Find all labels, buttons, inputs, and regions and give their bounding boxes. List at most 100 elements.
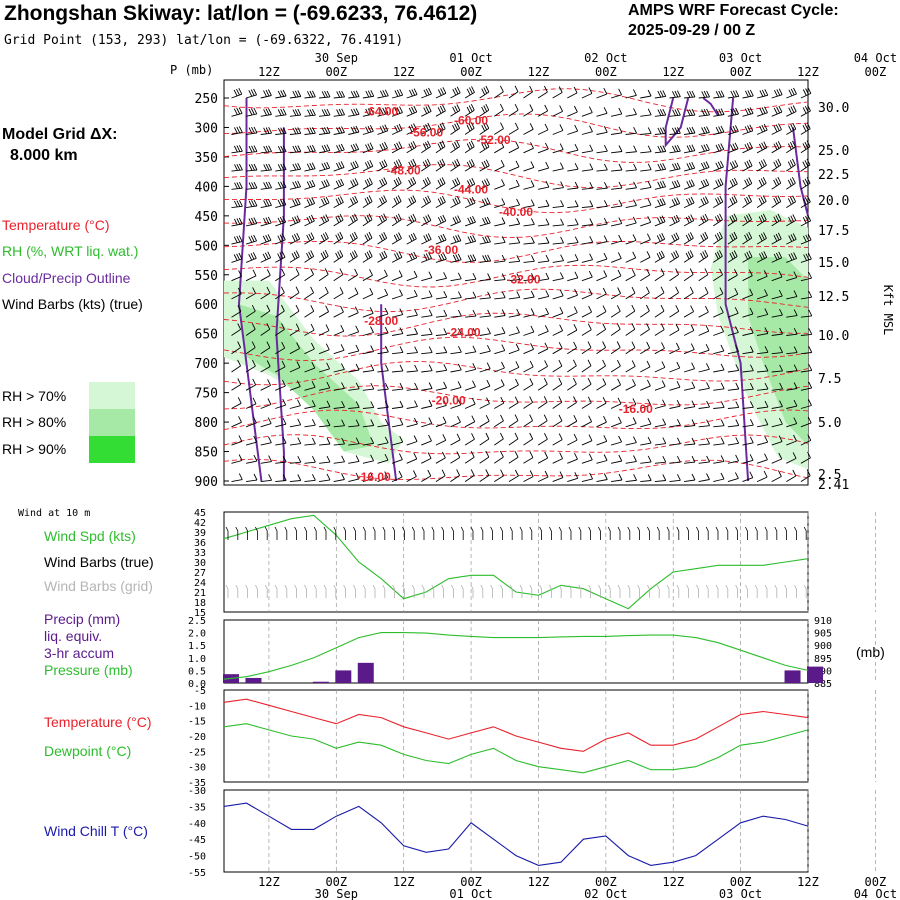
wind-barb bbox=[567, 86, 578, 99]
wind-barb bbox=[377, 195, 388, 208]
height-tick-label: 7.5 bbox=[818, 372, 841, 387]
wind-barb bbox=[727, 142, 739, 154]
pressure-tick-label: 900 bbox=[814, 641, 832, 652]
wind-barb bbox=[538, 236, 550, 245]
wind-barb bbox=[640, 417, 652, 428]
wind-barb bbox=[537, 142, 549, 154]
wind-barb bbox=[231, 359, 242, 373]
wind-barb bbox=[698, 324, 710, 336]
wind-barb bbox=[683, 161, 696, 172]
wind-barb bbox=[537, 104, 549, 117]
wind-barb bbox=[245, 416, 257, 428]
wind-barb bbox=[260, 323, 271, 336]
wind-barb bbox=[552, 359, 563, 373]
wind-barb bbox=[435, 158, 446, 172]
wind-barb bbox=[377, 471, 389, 483]
wind-barb bbox=[786, 364, 798, 373]
surface-wind-barb-grid bbox=[509, 584, 513, 598]
windchill-tick-label: -45 bbox=[188, 835, 206, 846]
wind-barb bbox=[508, 103, 519, 117]
wind-barb bbox=[508, 198, 521, 209]
wind-barb bbox=[494, 450, 504, 464]
wind-barb bbox=[406, 123, 417, 135]
wind-barb bbox=[494, 326, 506, 336]
wind-barb bbox=[494, 254, 506, 263]
wind-barb bbox=[654, 286, 665, 300]
wind-barb bbox=[479, 379, 491, 391]
wind-barb bbox=[377, 288, 389, 300]
wind-barb bbox=[742, 195, 753, 208]
surface-wind-barb-true bbox=[627, 526, 631, 540]
wind-barb bbox=[275, 436, 287, 446]
temperature-line bbox=[223, 698, 809, 752]
wind-barb bbox=[552, 433, 563, 446]
wind-barb bbox=[450, 86, 461, 99]
wind-barb bbox=[479, 450, 490, 464]
wind-barb bbox=[304, 305, 315, 318]
wind-barb bbox=[494, 236, 506, 245]
wind-barb bbox=[523, 432, 534, 446]
wind-barb bbox=[713, 382, 725, 391]
precip-tick-label: 0.0 bbox=[188, 679, 206, 690]
temperature-contour bbox=[223, 113, 809, 138]
wind-barb bbox=[508, 217, 521, 227]
wind-barb bbox=[610, 269, 622, 282]
wind-barb bbox=[260, 163, 273, 172]
surface-wind-barb-true bbox=[794, 526, 797, 540]
wind-barb bbox=[435, 272, 448, 282]
wind-barb bbox=[304, 162, 316, 172]
wind-barb bbox=[640, 436, 652, 446]
wind-barb bbox=[450, 469, 461, 482]
wind-barb bbox=[406, 382, 419, 391]
surface-wind-barb-grid bbox=[539, 584, 542, 598]
temperature-tick-label: -35 bbox=[188, 778, 206, 789]
wind-barb bbox=[362, 177, 373, 190]
wind-barb bbox=[304, 232, 315, 245]
wind-barb bbox=[698, 286, 709, 300]
wind-barb bbox=[362, 231, 373, 245]
wind-barb bbox=[450, 234, 462, 245]
wind-barb bbox=[713, 455, 725, 464]
pressure-tick-label: 800 bbox=[195, 416, 218, 431]
wind-barb bbox=[450, 309, 462, 318]
wind-barb bbox=[640, 341, 651, 355]
wind-barb bbox=[523, 161, 535, 172]
surface-wind-barb-grid bbox=[617, 584, 621, 598]
surface-wind-barb-grid bbox=[735, 584, 738, 598]
surface-wind-barb-grid bbox=[460, 584, 464, 598]
wind-barb bbox=[231, 217, 243, 227]
surface-wind-barb-true bbox=[274, 526, 278, 540]
surface-wind-barb-true bbox=[323, 526, 327, 540]
pressure-tick-label: 450 bbox=[195, 210, 218, 225]
wind-barb bbox=[304, 250, 315, 263]
wind-barb bbox=[231, 305, 242, 318]
windchill-line bbox=[223, 802, 809, 866]
wind-barb bbox=[625, 417, 637, 428]
wind-barb bbox=[421, 176, 431, 190]
wind-barb bbox=[596, 396, 607, 409]
surface-wind-barb-true bbox=[255, 526, 258, 540]
temperature-contour-label: -20.00 bbox=[432, 393, 466, 407]
wind-barb bbox=[494, 414, 504, 428]
wind-barb bbox=[391, 213, 402, 227]
wind-barb bbox=[260, 126, 273, 135]
wind-barb bbox=[654, 361, 666, 373]
wind-barb bbox=[800, 290, 813, 300]
wind-barb bbox=[786, 195, 797, 208]
wind-barb bbox=[523, 308, 535, 318]
surface-wind-barb-grid bbox=[294, 584, 297, 598]
wind-barb bbox=[523, 290, 535, 300]
wind-barb bbox=[669, 179, 681, 190]
surface-wind-barb-true bbox=[509, 526, 513, 540]
wind-barb bbox=[406, 289, 418, 300]
wind-barb bbox=[231, 416, 242, 428]
wind-barb bbox=[289, 418, 302, 428]
wind-barb bbox=[800, 122, 811, 135]
wind-barb bbox=[421, 417, 433, 428]
surface-wind-barb-true bbox=[264, 526, 268, 540]
wind-barb bbox=[494, 396, 505, 409]
wind-barb bbox=[362, 419, 375, 428]
wind-barb bbox=[771, 123, 782, 135]
wind-barb bbox=[289, 215, 301, 227]
forecast-cycle-label: AMPS WRF Forecast Cycle: bbox=[628, 2, 839, 19]
